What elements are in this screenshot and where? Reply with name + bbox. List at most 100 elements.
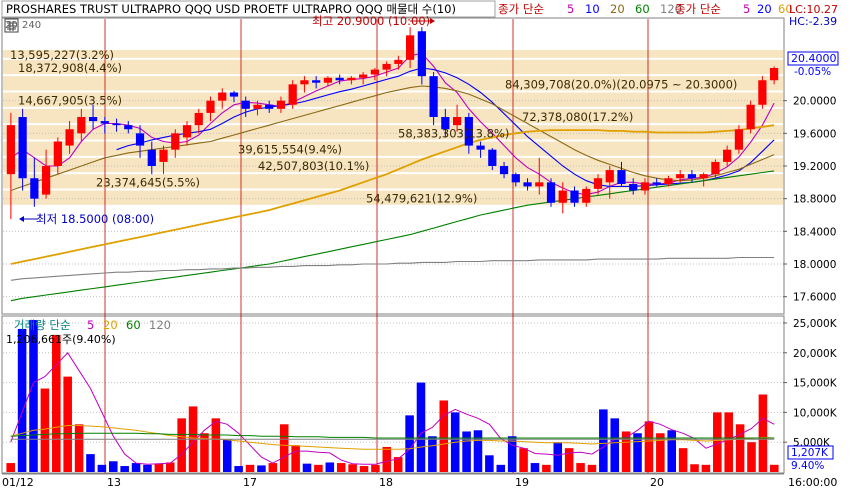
volume-bar	[63, 376, 72, 472]
volume-bar	[667, 430, 677, 472]
volume-profile-label: 58,383,303(13.8%)	[398, 126, 509, 140]
volume-bar	[40, 388, 50, 472]
chart-title: PROSHARES TRUST ULTRAPRO QQQ USD PROETF …	[6, 2, 456, 16]
title-box	[1, 0, 496, 18]
volume-bar	[291, 445, 300, 472]
volume-profile-label: 72,378,080(17.2%)	[522, 110, 633, 124]
candle-body	[593, 178, 603, 189]
volume-bar	[17, 328, 27, 472]
candle-body	[171, 133, 180, 150]
volume-profile-band	[3, 141, 783, 156]
volume-legend-item: 120	[149, 318, 171, 332]
volume-legend: 5 20 60 120	[87, 318, 171, 332]
candle-body	[112, 123, 121, 126]
price-tick-label: 18.8000	[793, 194, 836, 206]
candle-body	[18, 117, 27, 179]
candle-body	[441, 117, 450, 130]
x-tick-label: 01/12	[2, 476, 34, 489]
candle-body	[429, 76, 438, 117]
volume-profile-labels: 13,595,227(3.2%)18,372,908(4.4%) 84,309,7…	[10, 48, 737, 206]
volume-bar	[530, 463, 540, 472]
volume-bar	[279, 424, 289, 472]
price-tick-label: 20.0000	[793, 96, 836, 108]
candle-body	[664, 178, 673, 184]
ma-legend-item: 60	[635, 2, 650, 16]
volume-bar	[496, 464, 506, 472]
candle-body	[182, 125, 192, 138]
volume-bar	[348, 464, 357, 472]
candle-body	[640, 182, 650, 191]
volume-panel-frame	[1, 315, 785, 474]
low-annotation: 최저 18.5000 (08:00)	[36, 212, 154, 226]
ma-legend-item: 5	[743, 2, 750, 16]
ma-line	[10, 85, 775, 192]
x-tick-label: 18	[379, 476, 393, 489]
volume-legend-item: 5	[87, 318, 94, 332]
candle-body	[88, 117, 98, 122]
volume-profile-label: 13,595,227(3.2%)	[10, 48, 114, 62]
volume-bar	[405, 415, 414, 472]
volume-bar	[74, 424, 84, 472]
candle-body	[511, 174, 520, 183]
ma-legend-label: 종가 단순	[498, 2, 544, 16]
candle-body	[41, 166, 51, 195]
candle-body	[288, 84, 297, 105]
volume-bar	[553, 442, 563, 472]
x-tick-label: 13	[107, 476, 121, 489]
volume-bar	[599, 409, 608, 472]
candle-body	[676, 174, 685, 179]
volume-bar	[462, 431, 471, 472]
candle-body	[276, 100, 286, 109]
volume-moving-averages	[10, 351, 775, 465]
corner-label: 20	[5, 20, 18, 31]
ma-legend-item: 60	[778, 2, 793, 16]
candle-body	[359, 74, 368, 78]
price-y-axis: 20.0000 19.6000 19.2000 18.8000 18.4000 18.00…	[783, 96, 836, 304]
candle-body	[77, 117, 86, 134]
x-tick-label: 16:00:00	[788, 476, 837, 489]
ma-legend: 5 10 20 60 120	[567, 2, 682, 16]
candle-body	[699, 174, 708, 179]
price-tick-label: 19.2000	[793, 161, 836, 173]
candle-body	[218, 92, 227, 101]
volume-bar	[713, 412, 722, 472]
candle-body	[629, 183, 638, 191]
corner-label-2: 240	[22, 20, 41, 31]
hc-label: HC:-2.39	[789, 15, 837, 28]
volume-bar	[564, 448, 574, 472]
ma-legend-item: 20	[610, 2, 625, 16]
candlesticks	[6, 27, 779, 220]
ma-line	[10, 124, 775, 265]
volume-bar	[154, 463, 164, 472]
grid	[3, 100, 783, 443]
volume-current-label: 1,207K	[791, 447, 829, 459]
candle-body	[770, 68, 779, 81]
candle-body	[6, 125, 15, 175]
volume-bar	[735, 424, 745, 472]
volume-bar	[257, 465, 266, 472]
volume-bar	[758, 394, 768, 472]
volume-profile-band	[3, 174, 783, 189]
candle-body	[229, 92, 239, 97]
volume-bar	[701, 464, 711, 472]
volume-bar	[143, 464, 152, 472]
volume-profile-band	[3, 50, 783, 58]
volume-profile-label: 84,309,708(20.0%)(20.0975 ~ 20.3000)	[505, 77, 737, 91]
volume-bar	[587, 464, 597, 472]
candle-body	[370, 69, 379, 75]
candle-body	[734, 129, 744, 150]
volume-current: 1,206,661주(9.40%)	[6, 333, 116, 346]
volume-bar	[6, 463, 15, 472]
candle-body	[652, 182, 661, 184]
settings-icon[interactable]	[4, 18, 19, 33]
volume-bar	[314, 464, 323, 472]
candle-body	[605, 170, 614, 183]
volume-bar	[268, 463, 278, 472]
price-tick-label: 17.6000	[793, 292, 836, 304]
volume-bar	[439, 400, 449, 472]
volume-ma-line	[10, 351, 775, 465]
candle-body	[65, 129, 74, 146]
volume-profile-band	[3, 76, 783, 91]
candle-body	[323, 77, 333, 83]
volume-bar	[359, 466, 369, 472]
